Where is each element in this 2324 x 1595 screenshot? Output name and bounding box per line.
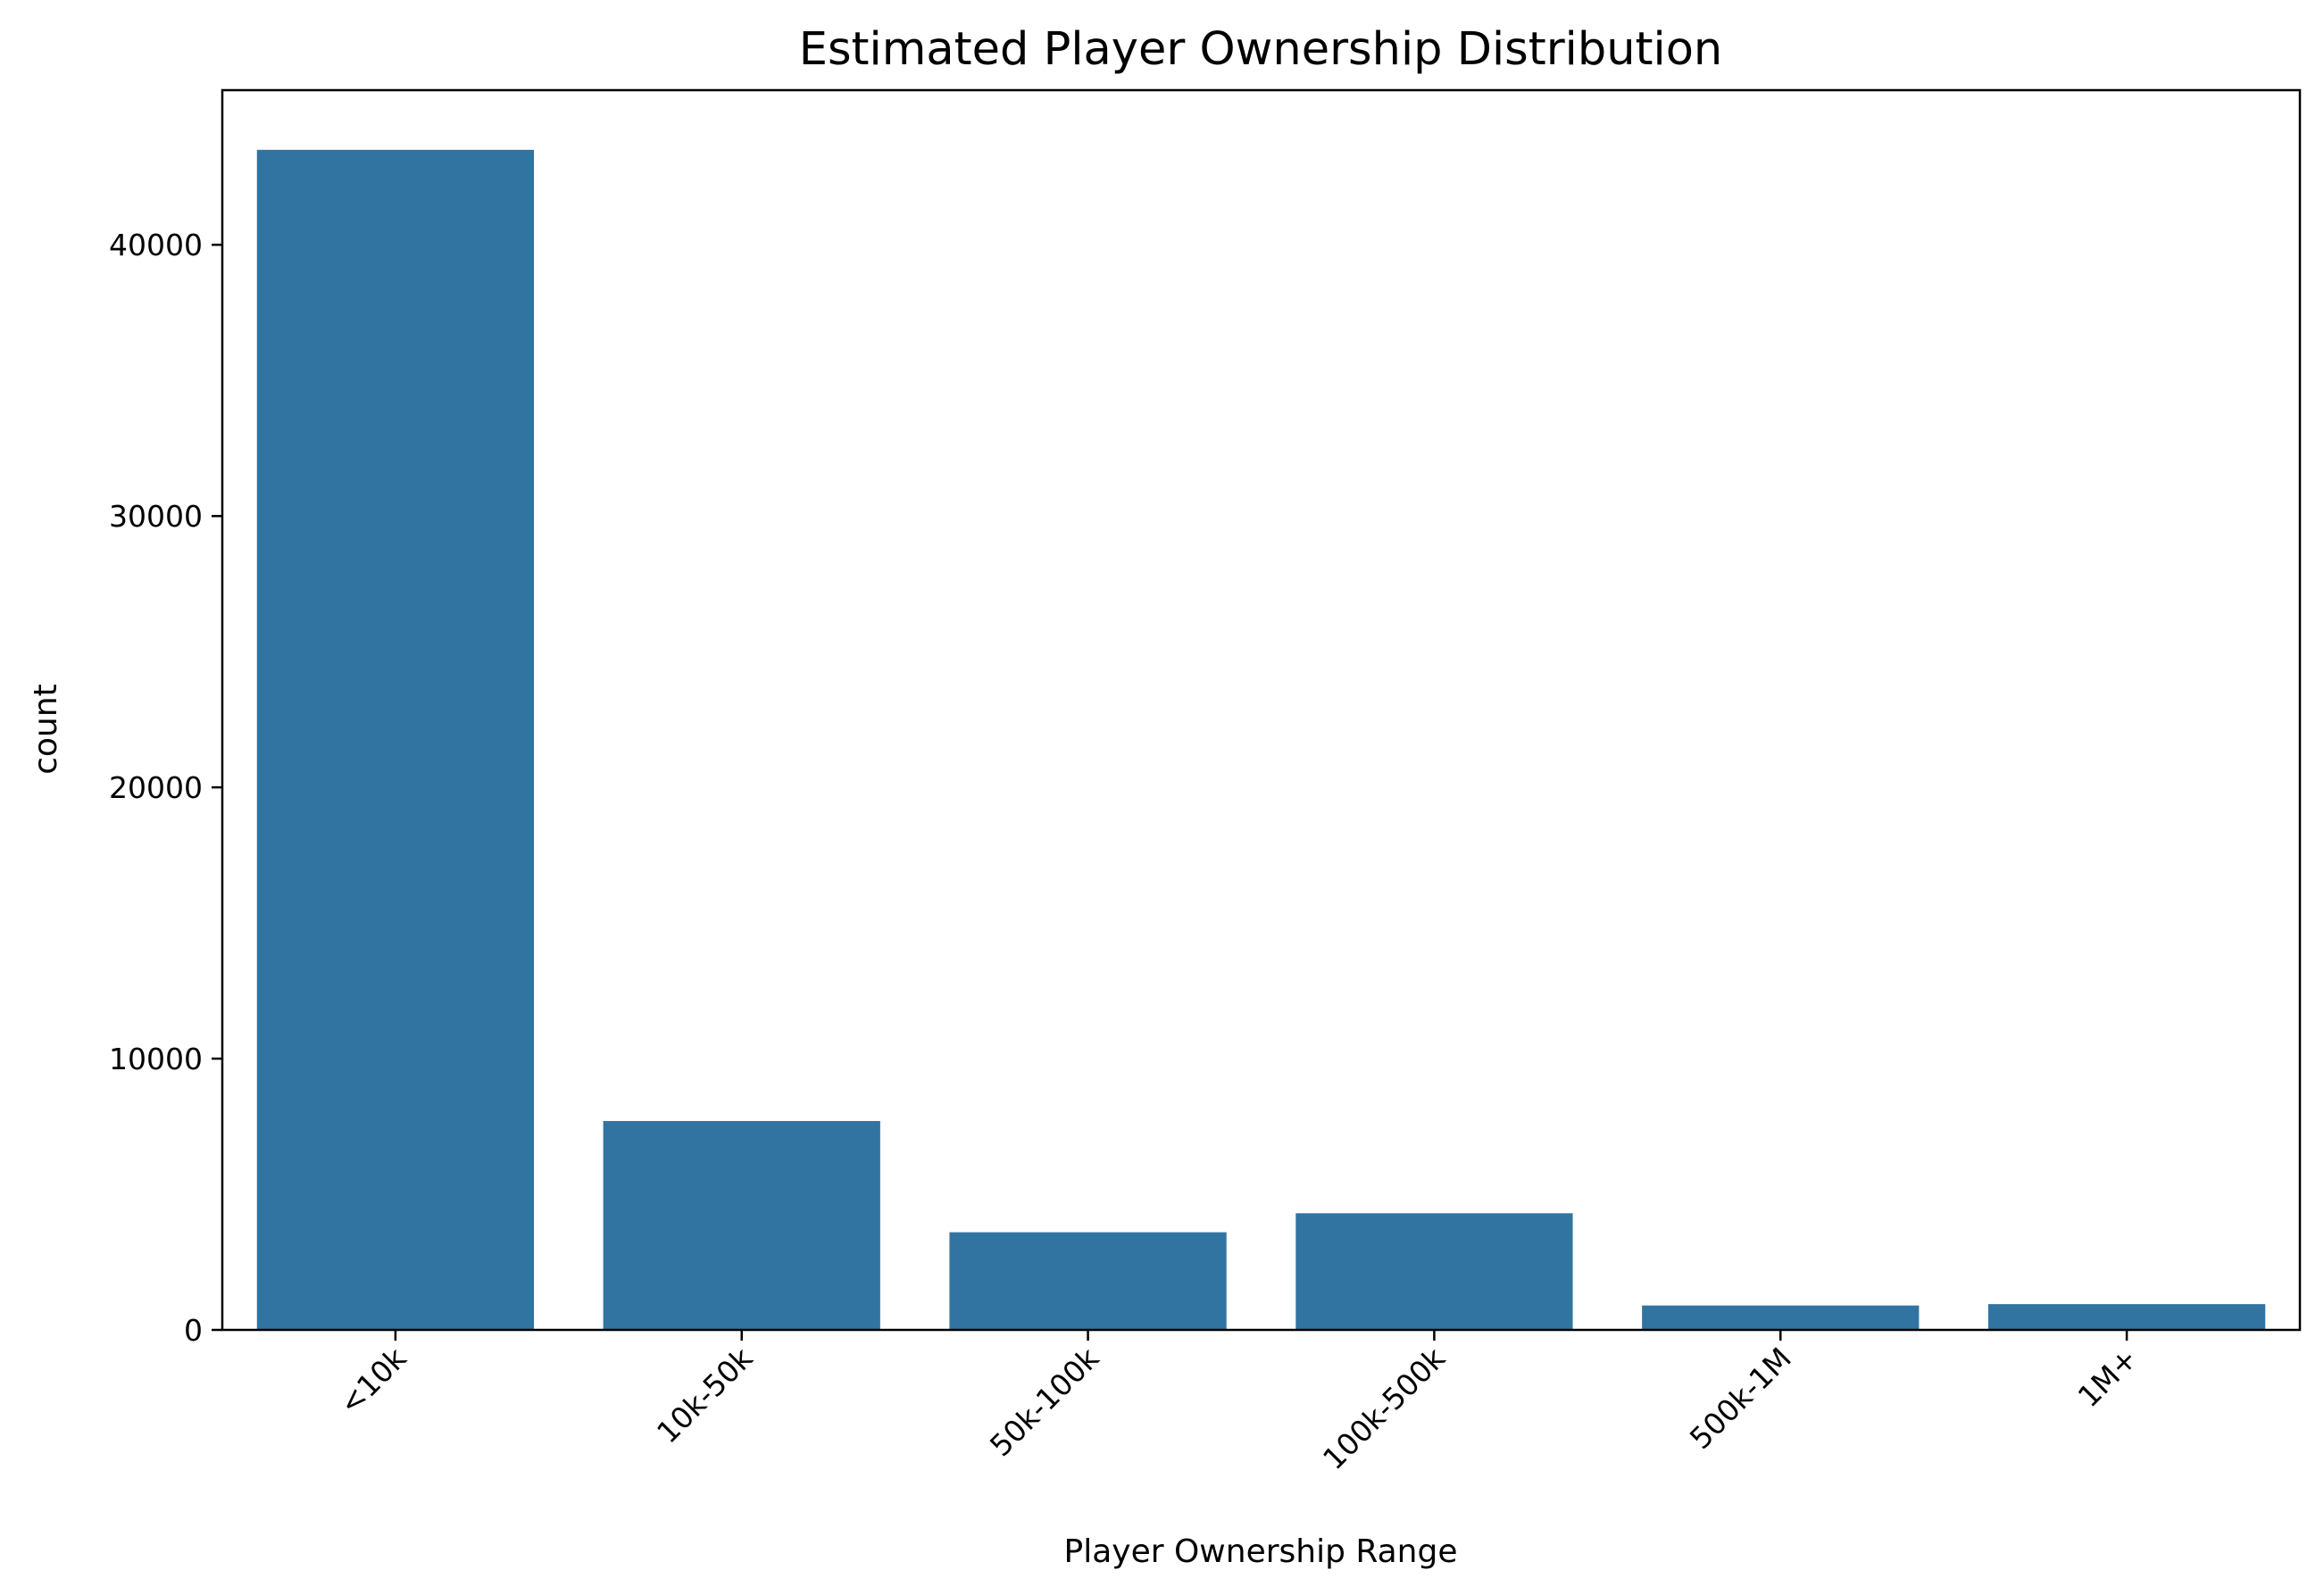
y-axis-label: count bbox=[28, 684, 64, 775]
y-tick-label: 10000 bbox=[109, 1042, 203, 1076]
y-tick-label: 20000 bbox=[109, 770, 203, 805]
bar-1 bbox=[603, 1120, 880, 1330]
y-tick-label: 0 bbox=[184, 1313, 203, 1348]
bar-0 bbox=[256, 149, 535, 1331]
y-tick-label: 30000 bbox=[109, 499, 203, 534]
bar-3 bbox=[1295, 1213, 1573, 1330]
bar-2 bbox=[949, 1232, 1227, 1330]
y-tick-label: 40000 bbox=[109, 228, 203, 262]
bar-5 bbox=[1987, 1304, 2266, 1330]
bars-group bbox=[256, 149, 2266, 1331]
plot-frame bbox=[221, 88, 2302, 1332]
bar-4 bbox=[1642, 1305, 1920, 1330]
y-axis-ticks: 0 10000 20000 30000 40000 bbox=[109, 228, 222, 1348]
x-axis-label: Player Ownership Range bbox=[1064, 1533, 1458, 1570]
chart-title: Estimated Player Ownership Distribution bbox=[799, 23, 1722, 76]
